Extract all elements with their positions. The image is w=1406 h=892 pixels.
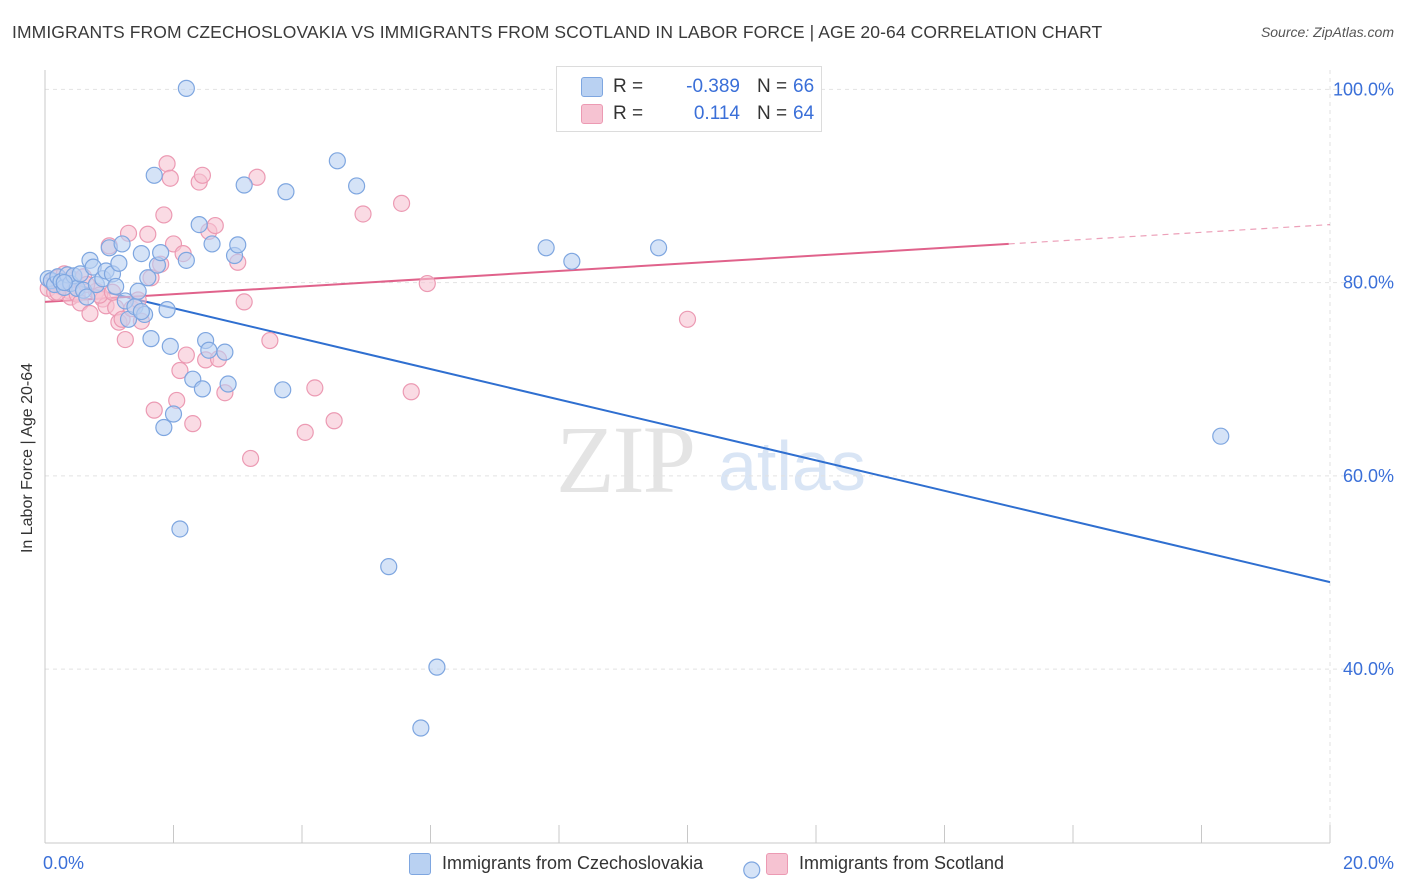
n-value: 66 xyxy=(793,76,815,97)
blue-swatch xyxy=(581,77,603,97)
n-label: N = xyxy=(757,103,788,124)
data-points xyxy=(39,79,1230,879)
data-point-pink xyxy=(161,169,179,187)
data-point-blue xyxy=(152,244,170,262)
data-point-pink xyxy=(184,415,202,433)
data-point-blue xyxy=(139,269,157,287)
y-tick-label: 60.0% xyxy=(1343,466,1394,486)
data-point-pink xyxy=(139,225,157,243)
data-point-blue xyxy=(328,152,346,170)
data-point-pink xyxy=(242,449,260,468)
trend-lines xyxy=(44,224,1331,584)
data-point-pink xyxy=(296,423,314,441)
data-point-blue xyxy=(177,79,195,97)
pink-swatch xyxy=(581,104,603,124)
watermark: ZIP atlas xyxy=(556,406,866,513)
data-point-blue xyxy=(190,216,208,234)
data-point-blue xyxy=(649,239,668,257)
data-point-pink xyxy=(402,383,420,401)
data-point-pink xyxy=(177,346,195,364)
data-point-blue xyxy=(145,166,163,184)
y-tick-label: 100.0% xyxy=(1333,79,1394,99)
r-label: R = xyxy=(613,76,644,97)
data-point-blue xyxy=(412,719,430,737)
data-point-blue xyxy=(277,183,295,201)
data-point-pink xyxy=(392,194,411,212)
data-point-pink xyxy=(158,155,176,173)
data-point-blue xyxy=(563,252,581,270)
x-tick-label: 0.0% xyxy=(43,853,84,873)
legend-swatch-pink xyxy=(766,853,788,875)
data-point-pink xyxy=(155,206,173,224)
legend-swatch-blue xyxy=(409,853,431,875)
data-point-pink xyxy=(193,166,212,184)
legend-label: Immigrants from Czechoslovakia xyxy=(442,853,704,873)
watermark-zip: ZIP xyxy=(556,406,694,513)
r-value: 0.114 xyxy=(693,103,740,124)
data-point-blue xyxy=(219,375,237,393)
r-value: -0.389 xyxy=(686,76,740,97)
y-tick-label: 80.0% xyxy=(1343,273,1394,293)
trend-line-blue xyxy=(44,276,1331,584)
data-point-pink xyxy=(261,331,279,350)
data-point-pink xyxy=(325,412,343,430)
data-point-blue xyxy=(235,176,253,194)
trend-line-pink xyxy=(44,242,1009,303)
trend-line-extension-pink xyxy=(1008,224,1331,245)
data-point-blue xyxy=(537,239,555,257)
data-point-pink xyxy=(235,293,253,311)
chart-title: IMMIGRANTS FROM CZECHOSLOVAKIA VS IMMIGR… xyxy=(12,22,1103,42)
axes xyxy=(44,70,1331,844)
data-point-blue xyxy=(113,235,131,253)
data-point-pink xyxy=(248,168,266,186)
data-point-blue xyxy=(177,251,195,269)
data-point-blue xyxy=(158,301,176,319)
data-point-pink xyxy=(354,205,372,223)
data-point-pink xyxy=(678,310,697,328)
data-point-blue xyxy=(1212,427,1230,445)
data-point-blue xyxy=(110,254,128,272)
data-point-blue xyxy=(200,341,218,359)
data-point-blue xyxy=(164,405,183,423)
tick-labels: 100.0% 80.0% 60.0% 40.0% 0.0% 20.0% xyxy=(43,79,1394,873)
n-label: N = xyxy=(757,76,788,97)
data-point-blue xyxy=(380,558,398,576)
data-point-pink xyxy=(418,274,436,293)
data-point-blue xyxy=(78,288,96,306)
y-tick-label: 40.0% xyxy=(1343,659,1394,679)
data-point-blue xyxy=(161,337,179,355)
data-point-blue xyxy=(142,330,160,348)
data-point-blue xyxy=(203,235,221,253)
data-point-blue xyxy=(428,658,446,676)
data-point-blue xyxy=(155,418,173,437)
y-axis-label: In Labor Force | Age 20-64 xyxy=(19,362,36,554)
data-point-blue xyxy=(171,520,189,538)
source-label: Source: ZipAtlas.com xyxy=(1260,24,1394,40)
n-value: 64 xyxy=(793,103,815,124)
data-point-blue xyxy=(274,381,292,399)
data-point-pink xyxy=(81,304,99,323)
stats-box: R = -0.389 N = 66 R = 0.114 N = 64 xyxy=(556,66,822,132)
data-point-blue xyxy=(132,244,150,263)
data-point-blue xyxy=(193,380,212,398)
data-point-pink xyxy=(116,330,134,349)
data-point-blue xyxy=(216,343,234,361)
x-tick-label: 20.0% xyxy=(1343,853,1394,873)
legend-label: Immigrants from Scotland xyxy=(799,853,1005,873)
data-point-blue xyxy=(229,236,247,254)
data-point-pink xyxy=(171,361,189,380)
data-point-blue xyxy=(55,273,73,292)
data-point-pink xyxy=(306,379,324,397)
data-point-blue xyxy=(129,282,147,300)
data-point-blue xyxy=(743,861,761,879)
data-point-blue xyxy=(348,177,366,195)
data-point-blue xyxy=(107,277,125,296)
r-label: R = xyxy=(613,103,644,124)
data-point-blue xyxy=(132,302,150,321)
data-point-pink xyxy=(145,401,163,419)
data-point-pink xyxy=(206,216,224,235)
